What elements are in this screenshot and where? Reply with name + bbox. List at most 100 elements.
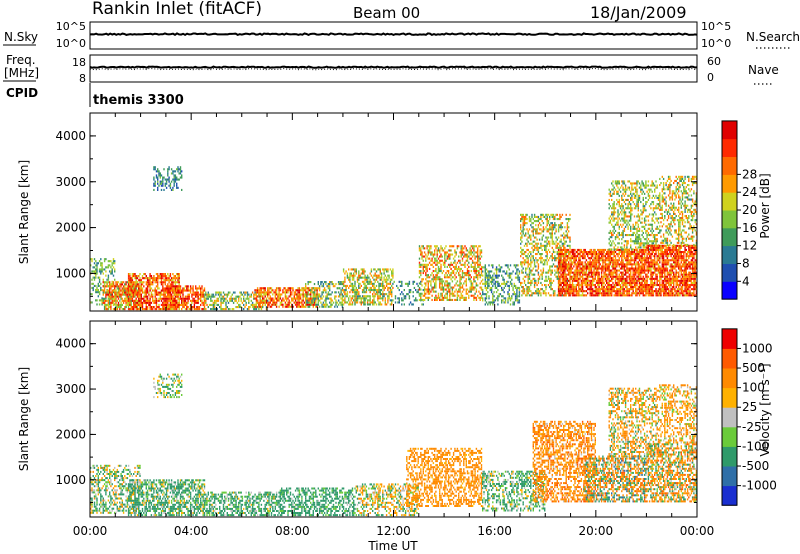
heatmap-cell (269, 287, 271, 290)
heatmap-cell (606, 267, 608, 270)
heatmap-cell (103, 301, 106, 304)
heatmap-cell (98, 299, 101, 302)
heatmap-cell (102, 272, 104, 275)
heatmap-cell (583, 277, 585, 280)
heatmap-cell (401, 297, 403, 300)
heatmap-cell (372, 303, 374, 306)
heatmap-cell (369, 299, 371, 302)
heatmap-cell (167, 295, 169, 298)
heatmap-cell (215, 308, 217, 311)
heatmap-cell (575, 251, 577, 254)
heatmap-cell (174, 285, 177, 288)
heatmap-cell (569, 292, 571, 295)
heatmap-cell (422, 278, 424, 281)
heatmap-cell (387, 295, 389, 298)
heatmap-cell (310, 299, 312, 302)
heatmap-cell (308, 297, 311, 300)
heatmap-cell (499, 266, 502, 269)
heatmap-cell (312, 301, 314, 304)
heatmap-cell (475, 290, 478, 293)
heatmap-cell (136, 306, 139, 309)
heatmap-cell (203, 303, 206, 306)
heatmap-cell (540, 215, 542, 218)
heatmap-cell (565, 251, 567, 254)
heatmap-cell (535, 215, 537, 218)
heatmap-cell (607, 267, 609, 270)
heatmap-cell (461, 253, 464, 256)
heatmap-cell (461, 251, 464, 254)
heatmap-cell (579, 271, 581, 274)
heatmap-cell (516, 295, 518, 298)
heatmap-cell (154, 279, 156, 282)
heatmap-cell (192, 299, 194, 302)
heatmap-cell (241, 293, 244, 296)
heatmap-cell (440, 280, 442, 283)
heatmap-cell (130, 297, 132, 300)
heatmap-cell (184, 289, 187, 292)
heatmap-cell (155, 297, 158, 300)
heatmap-cell (564, 294, 566, 297)
heatmap-cell (313, 303, 316, 306)
heatmap-cell (434, 278, 436, 281)
heatmap-cell (578, 294, 580, 297)
heatmap-cell (565, 265, 567, 268)
heatmap-cell (227, 301, 230, 304)
heatmap-cell (129, 297, 131, 300)
heatmap-cell (594, 257, 596, 260)
heatmap-cell (292, 289, 294, 292)
heatmap-cell (143, 281, 145, 284)
heatmap-cell (440, 247, 442, 250)
heatmap-cell (449, 294, 451, 297)
heatmap-cell (135, 301, 137, 304)
heatmap-cell (434, 284, 436, 287)
heatmap-cell (444, 265, 446, 268)
heatmap-cell (294, 303, 297, 306)
heatmap-cell (305, 297, 307, 300)
heatmap-cell (578, 259, 580, 262)
heatmap-cell (528, 281, 531, 284)
heatmap-cell (484, 266, 486, 269)
heatmap-cell (507, 280, 509, 283)
heatmap-cell (399, 280, 402, 283)
heatmap-cell (412, 303, 414, 306)
heatmap-cell (602, 279, 604, 282)
heatmap-cell (593, 248, 595, 251)
heatmap-cell (557, 257, 560, 260)
heatmap-cell (301, 303, 303, 306)
heatmap-cell (380, 282, 383, 285)
heatmap-cell (552, 226, 555, 229)
heatmap-cell (556, 257, 558, 260)
heatmap-cell (383, 276, 385, 279)
heatmap-cell (584, 279, 586, 282)
heatmap-cell (450, 274, 452, 277)
heatmap-cell (431, 259, 433, 262)
heatmap-cell (216, 303, 218, 306)
heatmap-cell (270, 287, 273, 290)
heatmap-cell (590, 271, 593, 274)
heatmap-cell (565, 292, 567, 295)
heatmap-cell (546, 230, 548, 233)
heatmap-cell (571, 275, 574, 278)
heatmap-cell (585, 277, 588, 280)
heatmap-cell (169, 291, 172, 294)
heatmap-cell (106, 283, 108, 286)
heatmap-cell (594, 273, 596, 276)
heatmap-cell (513, 293, 515, 296)
heatmap-cell (275, 305, 278, 308)
heatmap-cell (311, 289, 313, 292)
heatmap-cell (239, 291, 241, 294)
heatmap-cell (488, 301, 490, 304)
heatmap-cell (422, 272, 424, 275)
heatmap-cell (533, 263, 536, 266)
heatmap-cell (377, 289, 379, 292)
heatmap-cell (595, 265, 598, 268)
heatmap-cell (593, 294, 595, 297)
heatmap-cell (550, 294, 552, 297)
heatmap-cell (256, 291, 259, 294)
heatmap-cell (446, 255, 448, 258)
heatmap-cell (575, 290, 577, 293)
heatmap-cell (451, 294, 454, 297)
heatmap-cell (269, 297, 271, 300)
heatmap-cell (551, 234, 553, 237)
heatmap-cell (176, 293, 178, 296)
